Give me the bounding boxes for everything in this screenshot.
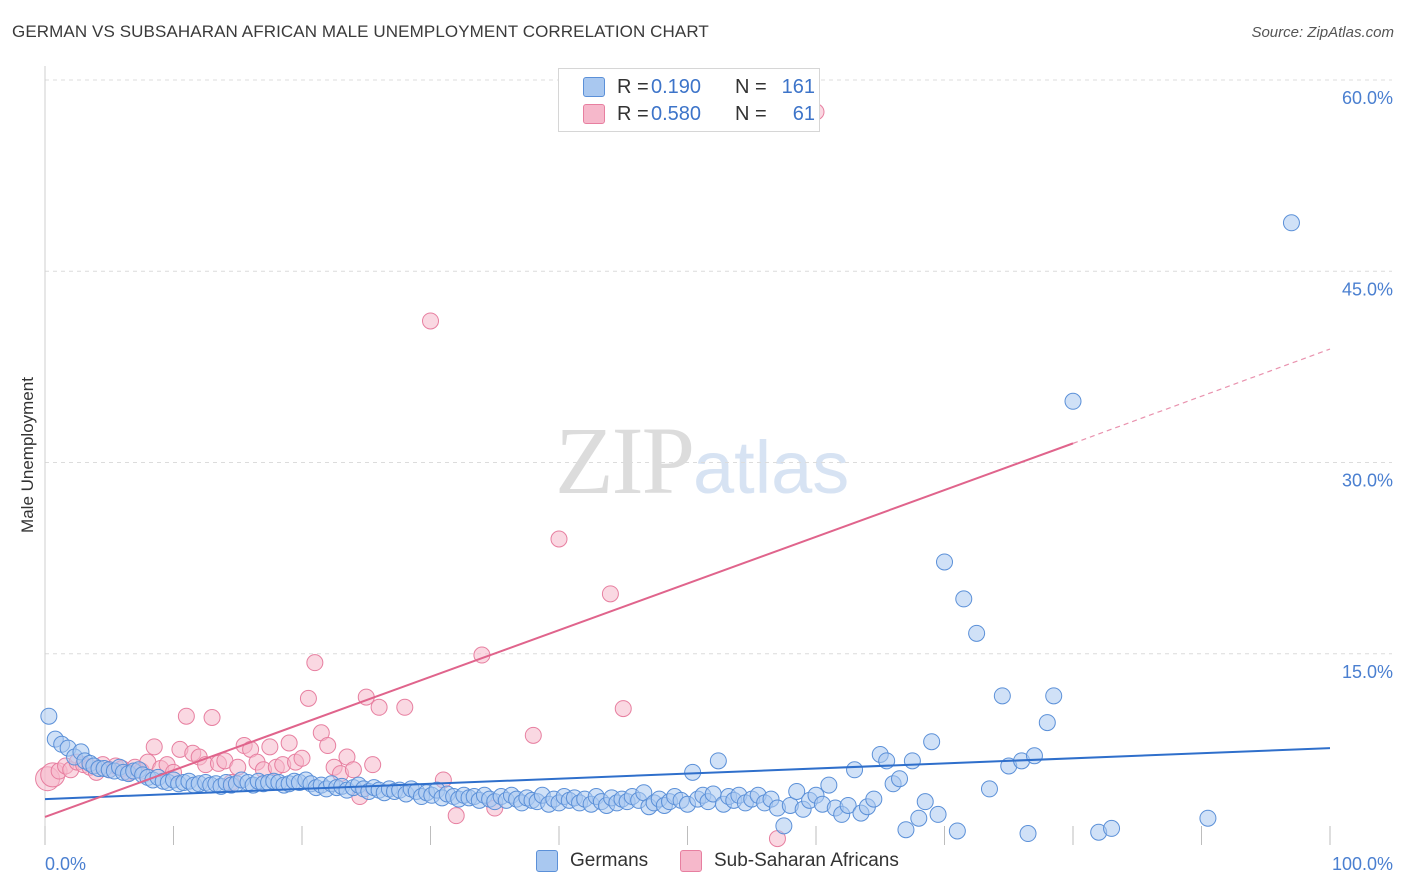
germans-point [865,790,883,808]
germans-point [788,782,806,800]
germans-point [1025,747,1043,765]
tick-labels: 15.0% 30.0% 45.0% 60.0% 0.0% 100.0% [45,88,1393,874]
y-tick-label: 60.0% [1342,88,1393,108]
y-tick-label: 45.0% [1342,279,1393,299]
germans-point [903,752,921,770]
series-legend: Germans Sub-Saharan Africans [0,850,1406,878]
subsaharan-point [261,738,279,756]
germans-trend-line [44,747,1331,801]
germans-point [1045,687,1063,705]
y-tick-label: 30.0% [1342,471,1393,491]
germans-point [910,809,928,827]
germans-point [968,624,986,642]
germans-point [1038,714,1056,732]
legend-swatch-germans [536,850,558,872]
subsaharan-point [145,738,163,756]
subsaharan-point [396,698,414,716]
subsaharan-point [614,700,632,718]
subsaharan-point [306,654,324,672]
subsaharan-point [364,756,382,774]
y-tick-label: 15.0% [1342,662,1393,682]
trend-lines [44,348,1331,818]
legend-item-germans[interactable]: Germans [536,850,648,872]
watermark-atlas: atlas [693,426,850,509]
germans-point [1064,392,1082,410]
legend-n-label: N = [735,75,767,98]
correlation-legend: R = 0.190 N = 161 R = 0.580 N = 61 [558,68,820,132]
subsaharan-point [422,312,439,330]
axes [44,66,1331,845]
germans-point [923,733,941,751]
subsaharan-point [447,807,465,825]
germans-point [948,822,966,840]
germans-point [709,752,727,770]
chart-title: GERMAN VS SUBSAHARAN AFRICAN MALE UNEMPL… [12,22,709,41]
legend-r-label: R = [617,102,649,125]
germans-point [1019,825,1037,843]
subsaharan-point [280,734,298,752]
legend-r-value: 0.190 [651,75,702,98]
germans-point [40,707,58,725]
germans-point [1199,809,1217,827]
x-tick-label: 0.0% [45,854,86,874]
germans-point [1103,819,1121,837]
germans-point [929,805,947,823]
germans-points [40,214,1300,843]
legend-label-subsaharan: Sub-Saharan Africans [714,850,899,871]
subsaharan-points [35,103,825,848]
source-label: Source: ZipAtlas.com [1251,24,1394,41]
legend-row-subsaharan: R = 0.580 N = 61 [583,101,815,127]
legend-n-label: N = [735,102,767,125]
subsaharan-point [177,707,195,725]
subsaharan-trend-line [44,442,1074,818]
germans-point [891,770,909,788]
germans-point [820,776,838,794]
germans-point [846,761,864,779]
subsaharan-point [524,726,542,744]
subsaharan-point [344,761,362,779]
germans-point [955,590,973,608]
germans-point [775,817,793,835]
x-tick-label: 100.0% [1332,854,1393,874]
germans-point [897,821,915,839]
legend-n-value: 61 [792,102,815,125]
watermark: ZIPatlas [555,405,849,516]
germans-point [916,793,934,811]
subsaharan-point [293,749,311,767]
subsaharan-trend-extension [1072,348,1331,444]
legend-swatch-germans [583,77,605,97]
legend-swatch-subsaharan [680,850,702,872]
legend-row-germans: R = 0.190 N = 161 [583,74,815,100]
germans-point [936,553,953,571]
legend-label-germans: Germans [570,850,649,871]
germans-point [993,687,1011,705]
legend-r-label: R = [617,75,649,98]
legend-item-subsaharan[interactable]: Sub-Saharan Africans [680,850,899,872]
legend-r-value: 0.580 [651,102,702,125]
subsaharan-point [203,709,221,726]
watermark-zip: ZIP [555,407,695,514]
grid-lines [45,79,1392,655]
subsaharan-point [319,737,337,755]
subsaharan-point [601,585,619,603]
subsaharan-point [550,530,568,548]
subsaharan-point [370,698,388,716]
germans-point [1282,214,1300,232]
subsaharan-point [299,689,317,707]
germans-point [980,780,998,798]
legend-swatch-subsaharan [583,104,605,124]
germans-point [839,796,857,814]
legend-n-value: 161 [781,75,815,98]
